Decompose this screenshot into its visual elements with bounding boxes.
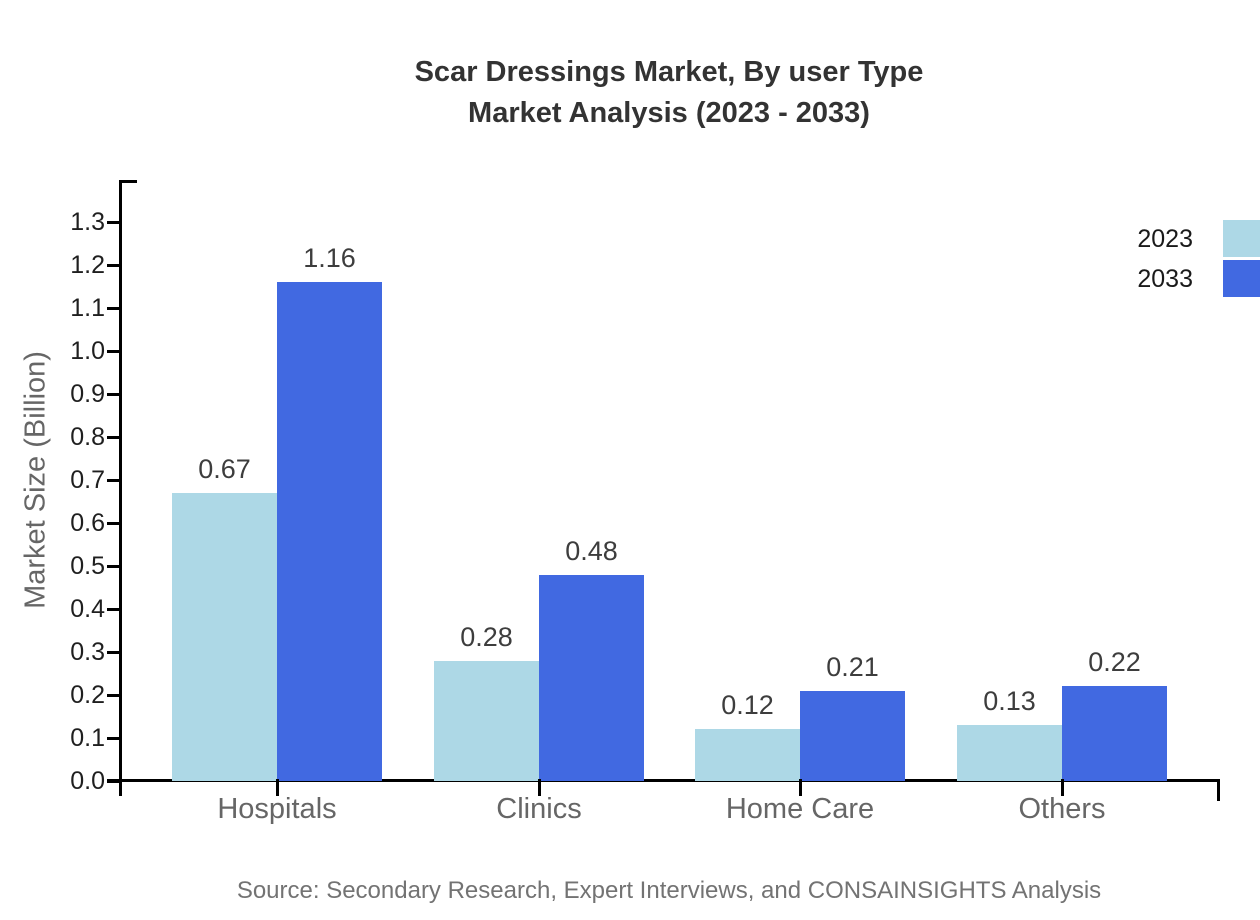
y-tick-1.0 [107, 350, 119, 353]
y-tick-0.3 [107, 651, 119, 654]
y-tick-label-0.8: 0.8 [70, 423, 105, 451]
value-label-2023-hospitals: 0.67 [198, 454, 251, 484]
x-tick-others [1061, 779, 1064, 796]
bar-2033-hospitals [277, 282, 382, 781]
y-tick-label-0.2: 0.2 [70, 681, 105, 709]
x-tick-hospitals [276, 779, 279, 796]
y-tick-0.0 [107, 780, 119, 783]
y-tick-label-1.0: 1.0 [70, 337, 105, 365]
y-tick-1.3 [107, 221, 119, 224]
y-tick-label-0.9: 0.9 [70, 380, 105, 408]
y-tick-label-0.3: 0.3 [70, 638, 105, 666]
x-axis-end-cap [1217, 779, 1220, 801]
chart-title-line2: Market Analysis (2023 - 2033) [468, 97, 870, 129]
y-tick-label-0.1: 0.1 [70, 724, 105, 752]
category-label-clinics: Clinics [496, 793, 582, 825]
y-tick-0.2 [107, 694, 119, 697]
bar-2023-others [957, 725, 1062, 781]
value-label-2023-home-care: 0.12 [721, 690, 774, 720]
y-tick-label-1.3: 1.3 [70, 208, 105, 236]
y-tick-0.8 [107, 436, 119, 439]
y-tick-0.1 [107, 737, 119, 740]
x-tick-clinics [538, 779, 541, 796]
y-tick-label-0.6: 0.6 [70, 509, 105, 537]
value-label-2023-clinics: 0.28 [460, 622, 513, 652]
category-label-home-care: Home Care [725, 793, 875, 825]
y-tick-label-0.4: 0.4 [70, 595, 105, 623]
y-tick-label-0.5: 0.5 [70, 552, 105, 580]
y-tick-label-1.2: 1.2 [70, 251, 105, 279]
y-tick-label-0.7: 0.7 [70, 466, 105, 494]
legend-label-2023: 2023 [1137, 225, 1193, 253]
y-tick-1.1 [107, 307, 119, 310]
bar-2023-clinics [434, 661, 539, 781]
x-axis-spine [107, 779, 1220, 782]
bar-2033-others [1062, 686, 1167, 781]
source-note: Source: Secondary Research, Expert Inter… [236, 877, 1102, 904]
category-label-hospitals: Hospitals [217, 793, 337, 825]
value-label-2033-others: 0.22 [1088, 647, 1141, 677]
y-tick-label-1.1: 1.1 [70, 294, 105, 322]
y-axis-end-cap [119, 180, 137, 183]
y-axis-spine [119, 180, 122, 796]
bar-2023-home-care [695, 729, 800, 781]
legend-label-2033: 2033 [1137, 265, 1193, 293]
chart-title-line1: Scar Dressings Market, By user Type [414, 56, 924, 88]
chart-title: Scar Dressings Market, By user Type Mark… [118, 52, 1220, 134]
value-label-2033-hospitals: 1.16 [303, 243, 356, 273]
y-tick-1.2 [107, 264, 119, 267]
y-tick-0.7 [107, 479, 119, 482]
legend-swatch-2033 [1223, 260, 1260, 297]
bar-2033-clinics [539, 575, 644, 781]
category-label-others: Others [1018, 793, 1106, 825]
legend-swatch-2023 [1223, 220, 1260, 257]
value-label-2023-others: 0.13 [983, 686, 1036, 716]
y-tick-0.9 [107, 393, 119, 396]
bar-2033-home-care [800, 691, 905, 781]
y-tick-0.4 [107, 608, 119, 611]
value-label-2033-clinics: 0.48 [565, 536, 618, 566]
y-tick-0.6 [107, 522, 119, 525]
x-tick-home-care [799, 779, 802, 796]
y-tick-0.5 [107, 565, 119, 568]
y-tick-label-0.0: 0.0 [70, 767, 105, 795]
value-label-2033-home-care: 0.21 [826, 652, 879, 682]
bar-2023-hospitals [172, 493, 277, 781]
